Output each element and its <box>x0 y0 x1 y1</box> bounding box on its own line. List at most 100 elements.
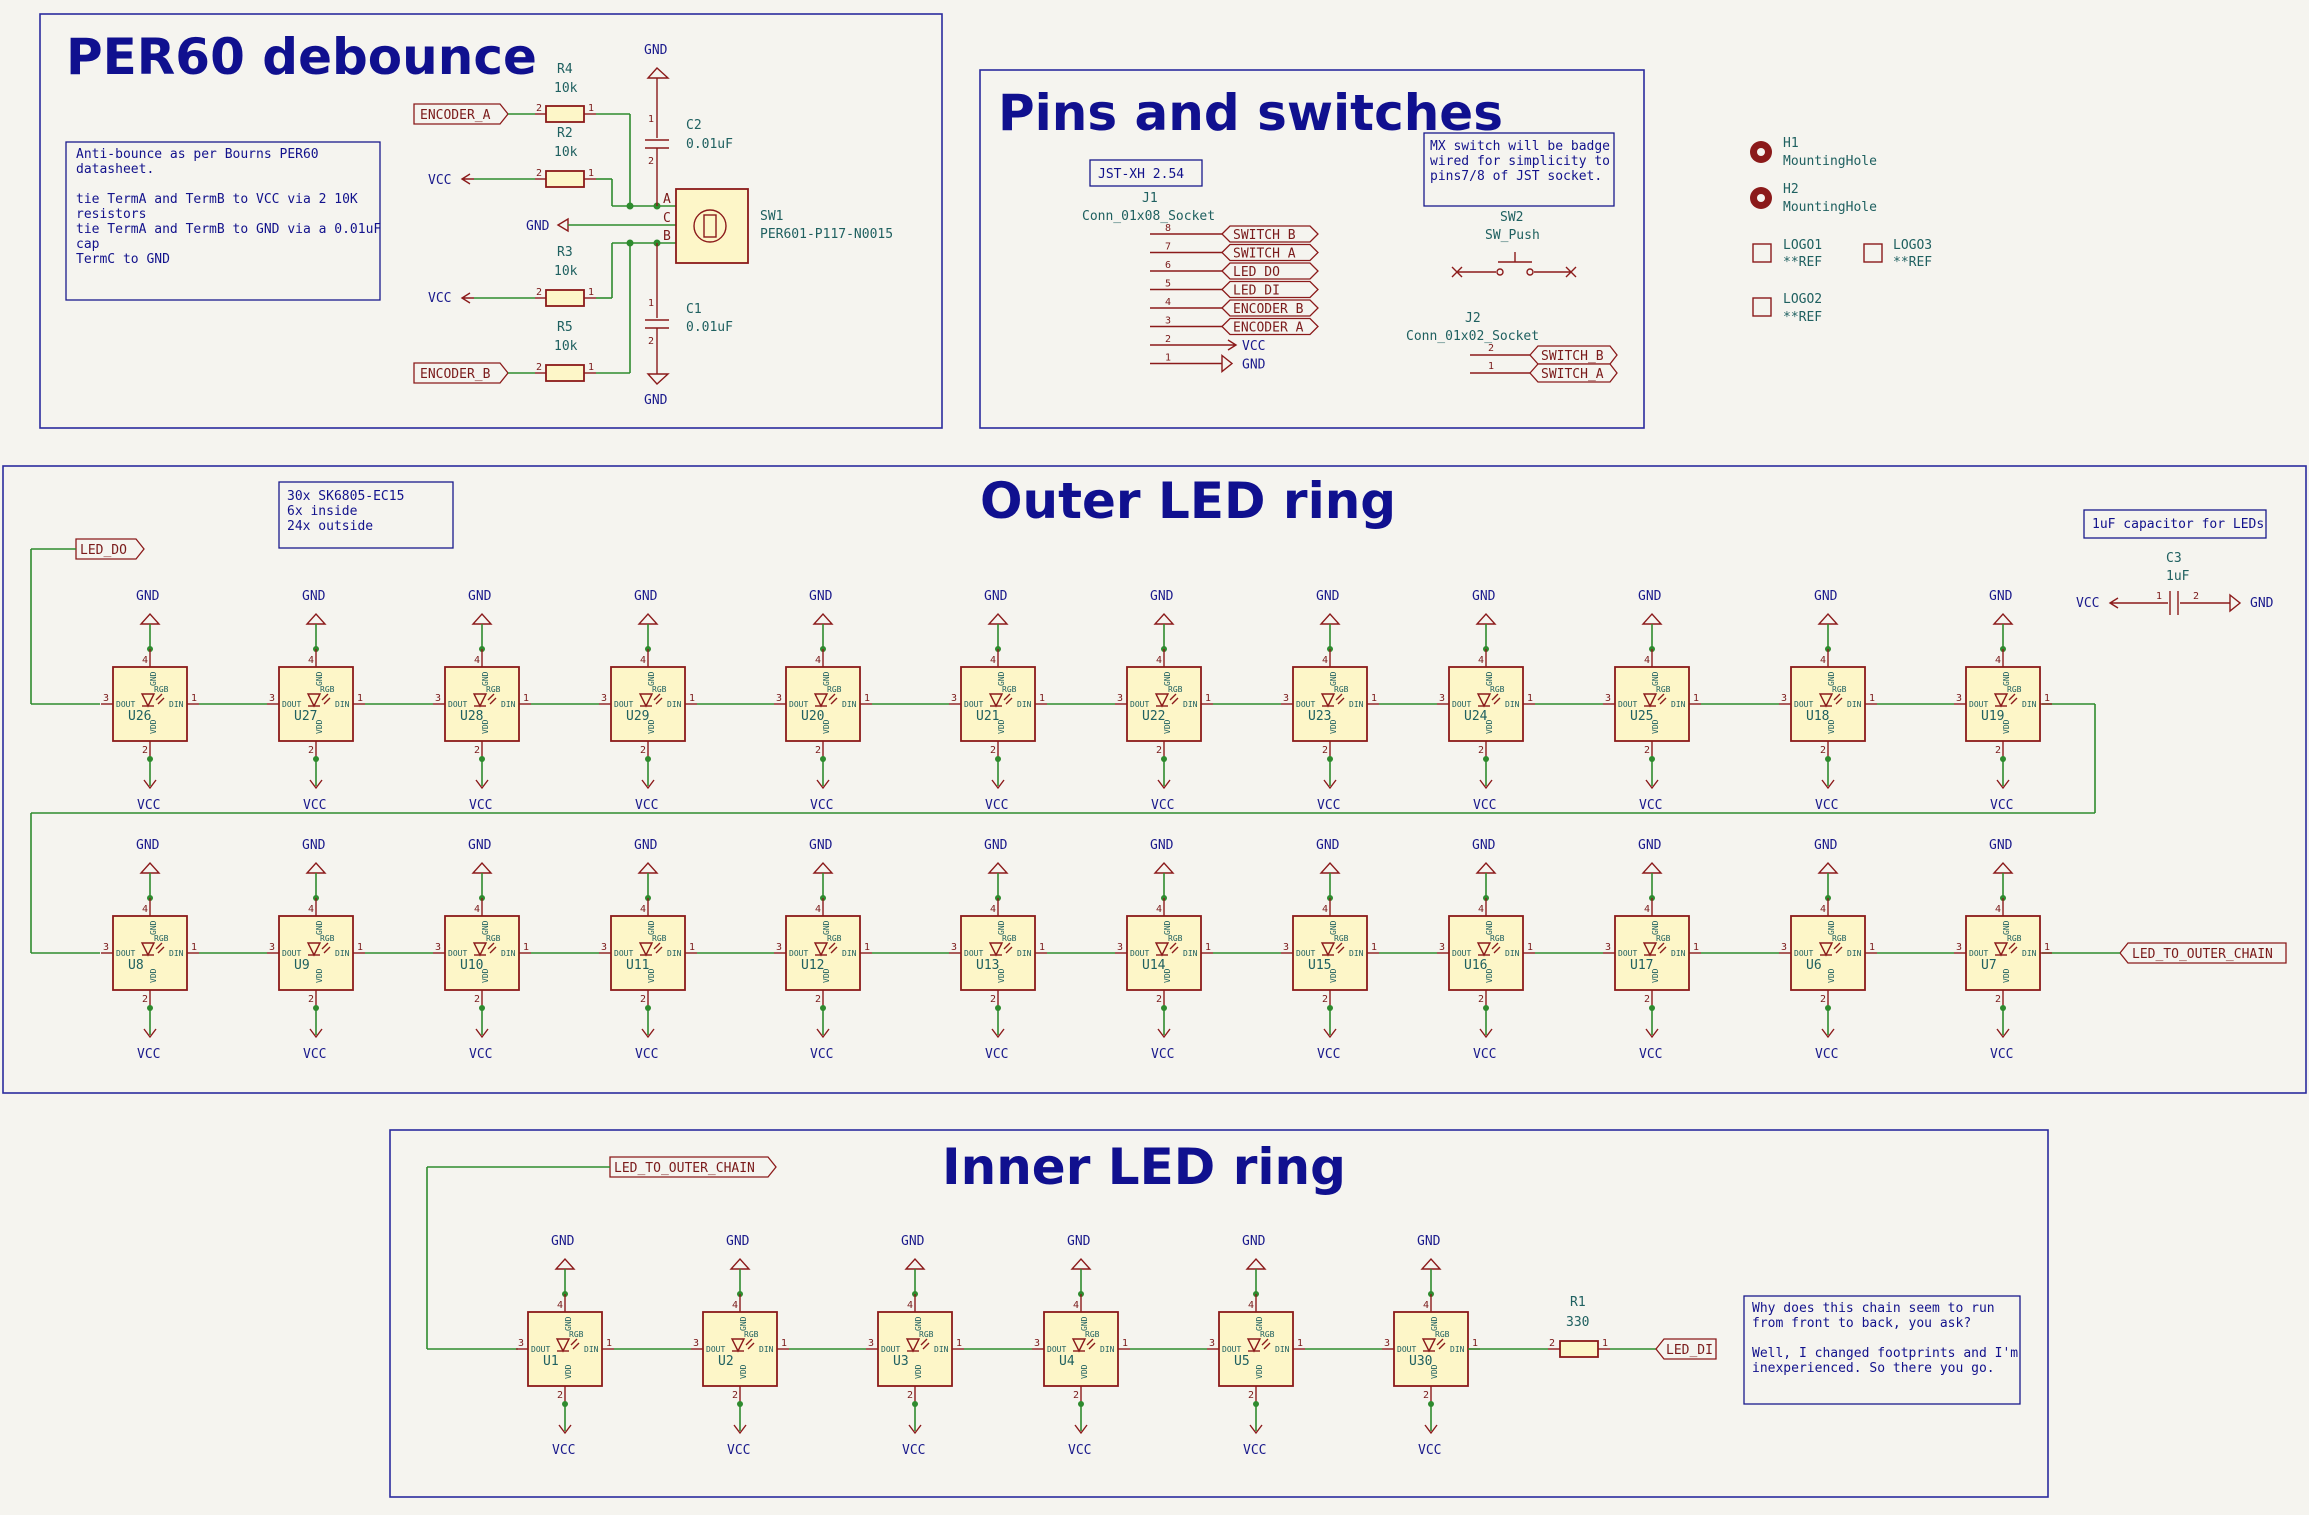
r4-value: 10k <box>554 81 578 96</box>
svg-text:3: 3 <box>1283 942 1289 953</box>
svg-text:1: 1 <box>2044 942 2050 953</box>
svg-text:DOUT: DOUT <box>706 1345 725 1354</box>
svg-text:VCC: VCC <box>1990 1047 2013 1062</box>
svg-text:GND: GND <box>1430 1316 1439 1331</box>
r2-value: 10k <box>554 145 578 160</box>
svg-text:VDD: VDD <box>481 719 490 734</box>
svg-text:2: 2 <box>732 1390 738 1401</box>
svg-text:2: 2 <box>308 745 314 756</box>
svg-text:GND: GND <box>1163 920 1172 935</box>
svg-text:2: 2 <box>1322 994 1328 1005</box>
led-ref: U28 <box>460 709 483 724</box>
svg-text:GND: GND <box>315 920 324 935</box>
svg-text:RGB: RGB <box>320 685 335 694</box>
logo3-symbol <box>1863 243 1883 263</box>
svg-text:DOUT: DOUT <box>282 949 301 958</box>
logo2-ref: LOGO2 <box>1783 292 1822 307</box>
h2-ref: H2 <box>1783 182 1799 197</box>
svg-text:GND: GND <box>564 1316 573 1331</box>
svg-text:VDD: VDD <box>822 719 831 734</box>
svg-text:VCC: VCC <box>1418 1443 1441 1458</box>
led-sk6805: GND VCC 3 1 4 2 DOUT DIN GND VDD RGB U14 <box>1115 838 1213 1062</box>
svg-text:GND: GND <box>644 393 668 408</box>
svg-text:DOUT: DOUT <box>448 700 467 709</box>
svg-text:GND: GND <box>1485 920 1494 935</box>
led-ref: U26 <box>128 709 151 724</box>
mx-note-line: MX switch will be badge <box>1430 139 1610 154</box>
svg-text:GND: GND <box>551 1234 575 1249</box>
svg-text:2: 2 <box>1820 994 1826 1005</box>
svg-text:1: 1 <box>1693 693 1699 704</box>
gnd-symbol: GND <box>2229 593 2274 613</box>
led-ref: U6 <box>1806 958 1822 973</box>
j1-ref: J1 <box>1142 191 1158 206</box>
svg-text:1: 1 <box>588 362 594 373</box>
cap-note-box <box>2083 509 2267 539</box>
r3-value: 10k <box>554 264 578 279</box>
svg-text:4: 4 <box>474 655 480 666</box>
chain-note-line: from front to back, you ask? <box>1752 1316 1971 1331</box>
svg-text:4: 4 <box>1995 904 2001 915</box>
svg-text:RGB: RGB <box>2007 685 2022 694</box>
led-sk6805: GND VCC 3 1 4 2 DOUT DIN GND VDD RGB U25 <box>1603 589 1701 813</box>
svg-text:DOUT: DOUT <box>964 949 983 958</box>
svg-text:2: 2 <box>2193 591 2199 602</box>
svg-text:4: 4 <box>1156 904 1162 915</box>
svg-text:RGB: RGB <box>1490 685 1505 694</box>
led-do-label: LED_DO <box>75 538 145 560</box>
svg-text:DOUT: DOUT <box>614 949 633 958</box>
svg-text:VCC: VCC <box>1151 798 1174 813</box>
svg-text:RGB: RGB <box>486 934 501 943</box>
svg-text:VDD: VDD <box>1255 1364 1264 1379</box>
svg-text:GND: GND <box>1242 1234 1266 1249</box>
gnd-symbol: GND <box>1150 838 1175 874</box>
c2-ref: C2 <box>686 118 702 133</box>
svg-text:3: 3 <box>1117 693 1123 704</box>
svg-text:3: 3 <box>1209 1338 1215 1349</box>
svg-text:3: 3 <box>1956 693 1962 704</box>
svg-text:GND: GND <box>136 589 160 604</box>
cap-note: 1uF capacitor for LEDs <box>2092 517 2264 532</box>
svg-text:2: 2 <box>1423 1390 1429 1401</box>
r1-ref: R1 <box>1570 1295 1586 1310</box>
svg-text:GND: GND <box>984 589 1008 604</box>
svg-text:4: 4 <box>815 655 821 666</box>
svg-text:VDD: VDD <box>1430 1364 1439 1379</box>
led-di-label: LED_DI <box>1655 1338 1717 1360</box>
svg-text:1: 1 <box>588 103 594 114</box>
connector-j2: 2 1 <box>1470 343 1530 374</box>
svg-text:VCC: VCC <box>1317 798 1340 813</box>
svg-text:GND: GND <box>1242 358 1266 373</box>
svg-text:GND: GND <box>726 1234 750 1249</box>
led-sk6805: GND VCC 3 1 4 2 DOUT DIN GND VDD RGB U8 <box>101 838 199 1062</box>
svg-text:VDD: VDD <box>149 968 158 983</box>
debounce-note-line: tie TermA and TermB to VCC via 2 10K <box>76 192 358 207</box>
svg-text:2: 2 <box>1156 994 1162 1005</box>
j1-pin-number: 6 <box>1165 260 1171 271</box>
svg-text:RGB: RGB <box>652 934 667 943</box>
logo2-value: **REF <box>1783 310 1822 325</box>
svg-text:DOUT: DOUT <box>614 700 633 709</box>
svg-text:4: 4 <box>1820 655 1826 666</box>
led-sk6805: GND VCC 3 1 4 2 DOUT DIN GND VDD RGB U7 <box>1954 838 2052 1062</box>
gnd-symbol: GND <box>1417 1234 1442 1270</box>
gnd-symbol: GND <box>634 589 659 625</box>
led-ref: U15 <box>1308 958 1331 973</box>
svg-text:3: 3 <box>269 693 275 704</box>
gnd-symbol: GND <box>644 43 670 79</box>
gnd-symbol: GND <box>468 838 493 874</box>
svg-text:ENCODER_B: ENCODER_B <box>1233 302 1304 317</box>
svg-text:RGB: RGB <box>1490 934 1505 943</box>
j1-net-label: LED_DO <box>1221 262 1319 280</box>
led-ref: U3 <box>893 1354 909 1369</box>
led-ref: U14 <box>1142 958 1166 973</box>
debounce-note-line: TermC to GND <box>76 252 170 267</box>
svg-text:VCC: VCC <box>469 798 492 813</box>
led-sk6805: GND VCC 3 1 4 2 DOUT DIN GND VDD RGB U20 <box>774 589 872 813</box>
svg-text:VDD: VDD <box>1163 968 1172 983</box>
vcc-symbol: VCC <box>727 1424 750 1458</box>
chain-note-box <box>1743 1295 2021 1405</box>
svg-text:GND: GND <box>526 219 550 234</box>
svg-text:4: 4 <box>640 904 646 915</box>
svg-text:DIN: DIN <box>934 1345 949 1354</box>
